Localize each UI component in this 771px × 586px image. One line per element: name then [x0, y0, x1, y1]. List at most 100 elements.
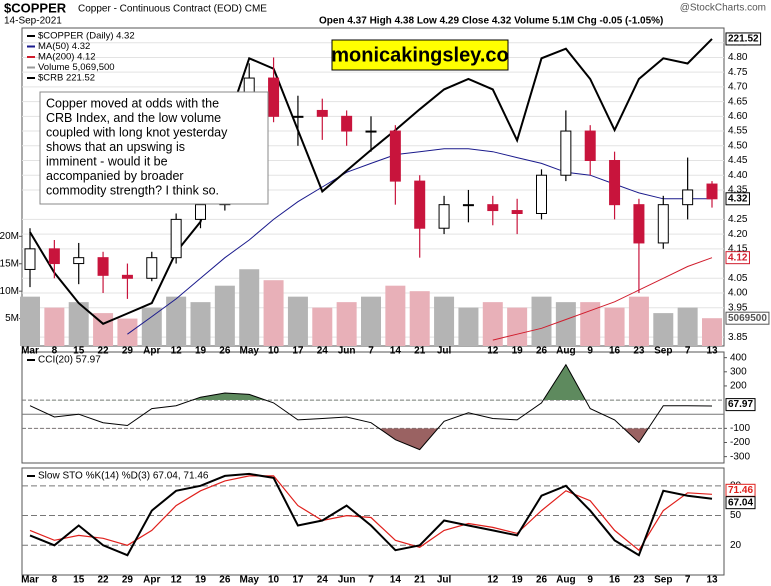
- y-tick-label: 4.40: [728, 170, 748, 181]
- candle-body: [121, 274, 133, 279]
- candle-body: [97, 257, 109, 276]
- candle-body: [316, 109, 328, 117]
- x-tick-label: Jul: [437, 575, 452, 586]
- annotation-line: imminent - would it be: [46, 154, 168, 168]
- annotation-line: CRB Index, and the low volume: [46, 111, 221, 125]
- y-tick-label: 4.55: [728, 126, 748, 137]
- date: 14-Sep-2021: [4, 16, 62, 27]
- price-label: 4.32: [728, 193, 748, 204]
- y-tick-label: 400: [730, 352, 747, 363]
- y-tick-label: 4.50: [728, 140, 748, 151]
- x-tick-label: 15: [73, 346, 85, 357]
- x-tick-label: 26: [219, 575, 231, 586]
- y-tick-label: 4.15: [728, 243, 748, 254]
- cci-label: 67.97: [728, 399, 753, 410]
- y-tick-label: 4.70: [728, 82, 748, 93]
- legend-label: $CRB 221.52: [38, 73, 95, 84]
- candle-body: [706, 183, 718, 200]
- x-tick-label: Jun: [338, 346, 356, 357]
- x-tick-label: 14: [390, 575, 402, 586]
- volume-bar: [44, 307, 65, 346]
- volume-bar: [507, 307, 528, 346]
- volume-bar: [409, 291, 430, 346]
- x-tick-label: Jul: [437, 346, 452, 357]
- x-tick-label: 23: [633, 346, 645, 357]
- volume-label: 5069500: [728, 313, 767, 324]
- x-tick-label: 21: [414, 346, 426, 357]
- x-tick-label: Aug: [556, 346, 575, 357]
- x-tick-label: Sep: [654, 575, 672, 586]
- x-tick-label: 29: [122, 346, 134, 357]
- legend-label: Volume 5,069,500: [38, 62, 115, 73]
- x-tick-label: 19: [512, 575, 524, 586]
- x-tick-label: 26: [219, 346, 231, 357]
- x-tick-label: 17: [292, 575, 304, 586]
- x-tick-label: 19: [195, 575, 207, 586]
- x-tick-label: 7: [685, 575, 691, 586]
- x-tick-label: 8: [52, 575, 58, 586]
- volume-label-box: [725, 311, 770, 325]
- sto-k-label: 67.04: [728, 497, 753, 508]
- y-tick-label: 4.60: [728, 111, 748, 122]
- series-line: [492, 257, 713, 341]
- candle-body: [682, 189, 694, 206]
- volume-bar: [190, 302, 211, 346]
- candle-body: [609, 160, 621, 206]
- sto-legend: Slow STO %K(14) %D(3) 67.04, 71.46: [38, 471, 209, 482]
- y-tick-label: 4.25: [728, 214, 748, 225]
- y-tick-label: -100: [730, 423, 750, 434]
- x-tick-label: Apr: [143, 575, 160, 586]
- price-label-box: [725, 192, 750, 206]
- ma200-label-box: [725, 251, 750, 265]
- crb-label: 221.52: [728, 34, 759, 45]
- x-tick-label: 12: [487, 575, 499, 586]
- x-tick-label: 8: [52, 346, 58, 357]
- watermark: monicakingsley.co: [331, 44, 508, 66]
- x-tick-label: 13: [706, 575, 718, 586]
- candle-body: [268, 77, 280, 117]
- cci-positive-area: [30, 364, 712, 401]
- y-tick-label: 4.20: [728, 229, 748, 240]
- x-tick-label: 9: [587, 575, 593, 586]
- volume-bar: [361, 296, 381, 346]
- x-tick-label: Apr: [143, 346, 160, 357]
- annotation-line: accompanied by broader: [46, 169, 184, 183]
- volume-bar: [531, 296, 552, 346]
- candle-body: [560, 130, 572, 176]
- legend-label: MA(50) 4.32: [38, 41, 90, 52]
- ma200-label: 4.12: [728, 252, 748, 263]
- sto-d-line: [29, 475, 713, 552]
- x-tick-label: 26: [536, 346, 548, 357]
- annotation-box: [39, 91, 269, 205]
- candle-body: [438, 204, 450, 229]
- candle-body: [341, 115, 353, 132]
- x-tick-label: 15: [73, 575, 85, 586]
- x-tick-label: 16: [609, 575, 621, 586]
- watermark-box: [331, 39, 509, 71]
- y-tick-label: 3.85: [728, 332, 748, 343]
- candle-body: [584, 130, 596, 162]
- x-tick-label: Aug: [556, 575, 575, 586]
- volume-bar: [482, 302, 503, 346]
- volume-bar: [312, 307, 333, 346]
- x-tick-label: 10: [268, 346, 280, 357]
- x-tick-label: 23: [633, 575, 645, 586]
- y-tick-label: -200: [730, 437, 750, 448]
- volume-tick-label: 20M: [0, 231, 19, 242]
- candle-body: [462, 204, 474, 207]
- sto-d-label: 71.46: [728, 485, 753, 496]
- volume-bar: [628, 296, 649, 346]
- candle-body: [365, 130, 377, 133]
- x-tick-label: 10: [268, 575, 280, 586]
- candle-body: [536, 174, 547, 215]
- candle-body: [292, 115, 304, 118]
- volume-bar: [117, 318, 138, 346]
- volume-bar: [68, 302, 89, 346]
- x-tick-label: 29: [122, 575, 134, 586]
- volume-tick-label: 10M: [0, 286, 19, 297]
- candle-body: [657, 204, 669, 244]
- x-tick-label: 14: [390, 346, 402, 357]
- x-tick-label: 22: [98, 575, 110, 586]
- candle-body: [414, 180, 426, 229]
- y-tick-label: 200: [730, 381, 747, 392]
